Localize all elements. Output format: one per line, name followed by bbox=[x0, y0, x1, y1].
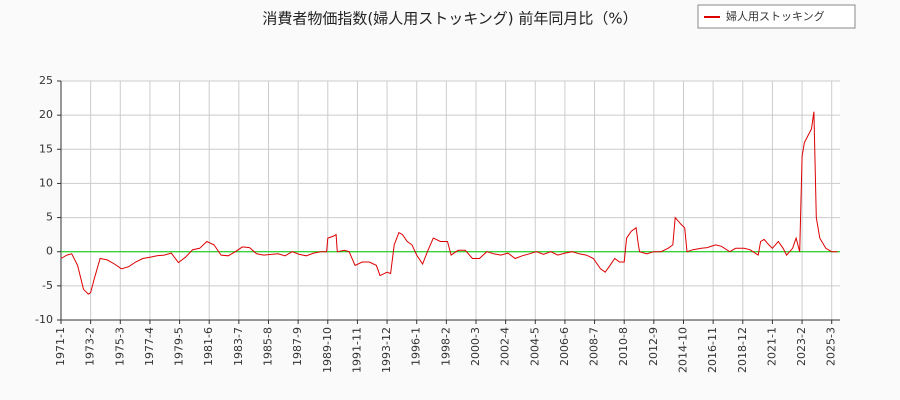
x-tick-label: 2012-9 bbox=[647, 327, 660, 366]
x-tick-label: 2008-7 bbox=[588, 327, 601, 366]
x-tick-label: 2014-10 bbox=[676, 327, 689, 373]
x-tick-label: 1977-4 bbox=[143, 327, 156, 366]
x-tick-label: 1983-7 bbox=[232, 327, 245, 366]
y-tick-label: -10 bbox=[35, 313, 53, 326]
series-line bbox=[60, 111, 838, 295]
y-tick-label: 5 bbox=[46, 211, 53, 224]
x-tick-label: 1996-1 bbox=[410, 327, 423, 366]
x-tick-label: 2023-2 bbox=[795, 327, 808, 366]
x-tick-label: 2000-3 bbox=[469, 327, 482, 366]
plot-area bbox=[61, 81, 840, 320]
x-tick-label: 2010-8 bbox=[617, 327, 630, 366]
y-tick-label: 25 bbox=[39, 74, 53, 87]
chart-title: 消費者物価指数(婦人用ストッキング) 前年同月比（%） bbox=[262, 10, 637, 28]
x-tick-label: 1998-2 bbox=[439, 327, 452, 366]
x-tick-label: 1979-5 bbox=[173, 327, 186, 366]
legend-label: 婦人用ストッキング bbox=[726, 9, 825, 23]
x-tick-label: 1991-11 bbox=[350, 327, 363, 373]
x-tick-label: 1985-8 bbox=[261, 327, 274, 366]
y-tick-label: -5 bbox=[42, 279, 53, 292]
y-tick-label: 15 bbox=[39, 142, 53, 155]
x-tick-label: 1987-9 bbox=[291, 327, 304, 366]
y-tick-label: 10 bbox=[39, 176, 53, 189]
y-tick-label: 20 bbox=[39, 108, 53, 121]
x-tick-label: 2021-1 bbox=[765, 327, 778, 366]
x-tick-label: 1981-6 bbox=[202, 327, 215, 366]
x-tick-label: 1973-2 bbox=[84, 327, 97, 366]
x-tick-label: 2016-11 bbox=[706, 327, 719, 373]
x-tick-label: 1993-12 bbox=[380, 327, 393, 373]
x-tick-label: 1971-1 bbox=[54, 327, 67, 366]
x-tick-label: 1989-10 bbox=[321, 327, 334, 373]
x-tick-label: 2002-4 bbox=[499, 327, 512, 366]
x-tick-label: 2018-12 bbox=[736, 327, 749, 373]
y-tick-label: 0 bbox=[46, 245, 53, 258]
x-tick-label: 2006-6 bbox=[558, 327, 571, 366]
x-tick-label: 1975-3 bbox=[113, 327, 126, 366]
x-tick-label: 2004-5 bbox=[528, 327, 541, 366]
x-tick-label: 2025-3 bbox=[825, 327, 838, 366]
legend-box bbox=[697, 4, 856, 29]
